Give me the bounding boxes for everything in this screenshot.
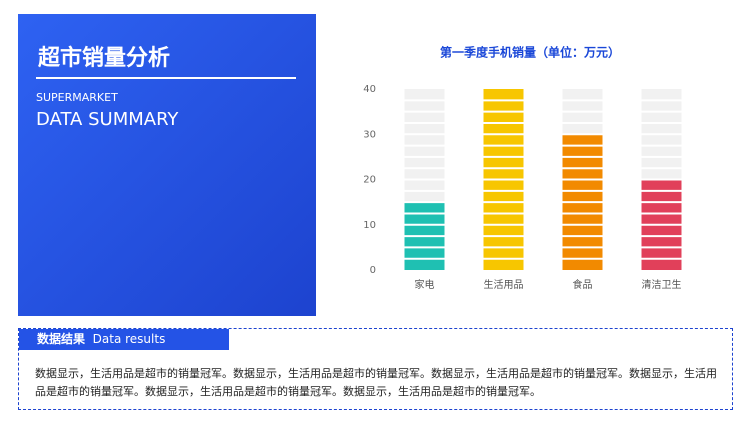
y-tick-label: 0 xyxy=(370,265,376,276)
chart-title: 第一季度手机销量（单位：万元） xyxy=(440,45,620,60)
y-tick-label: 20 xyxy=(363,175,376,186)
divider xyxy=(36,77,296,79)
y-tick-label: 40 xyxy=(363,84,376,95)
results-box: 数据结果 Data results 数据显示，生活用品是超市的销量冠军。数据显示… xyxy=(18,328,733,410)
results-label: 数据结果 xyxy=(37,332,86,346)
title-panel: 超市销量分析 SUPERMARKET DATA SUMMARY xyxy=(18,14,316,316)
results-tab: 数据结果 Data results xyxy=(19,329,229,350)
panel-title: 超市销量分析 xyxy=(38,46,171,71)
results-text: 数据显示，生活用品是超市的销量冠军。数据显示，生活用品是超市的销量冠军。数据显示… xyxy=(35,367,717,398)
panel-subtitle: SUPERMARKET xyxy=(36,91,118,104)
x-tick-label: 家电 xyxy=(415,278,435,291)
panel-heading: DATA SUMMARY xyxy=(36,109,179,130)
y-tick-label: 10 xyxy=(363,220,376,231)
x-tick-label: 食品 xyxy=(573,278,593,291)
y-tick-label: 30 xyxy=(363,129,376,140)
x-tick-label: 生活用品 xyxy=(484,278,524,291)
results-label-en: Data results xyxy=(92,332,166,346)
x-tick-label: 清洁卫生 xyxy=(642,278,682,291)
